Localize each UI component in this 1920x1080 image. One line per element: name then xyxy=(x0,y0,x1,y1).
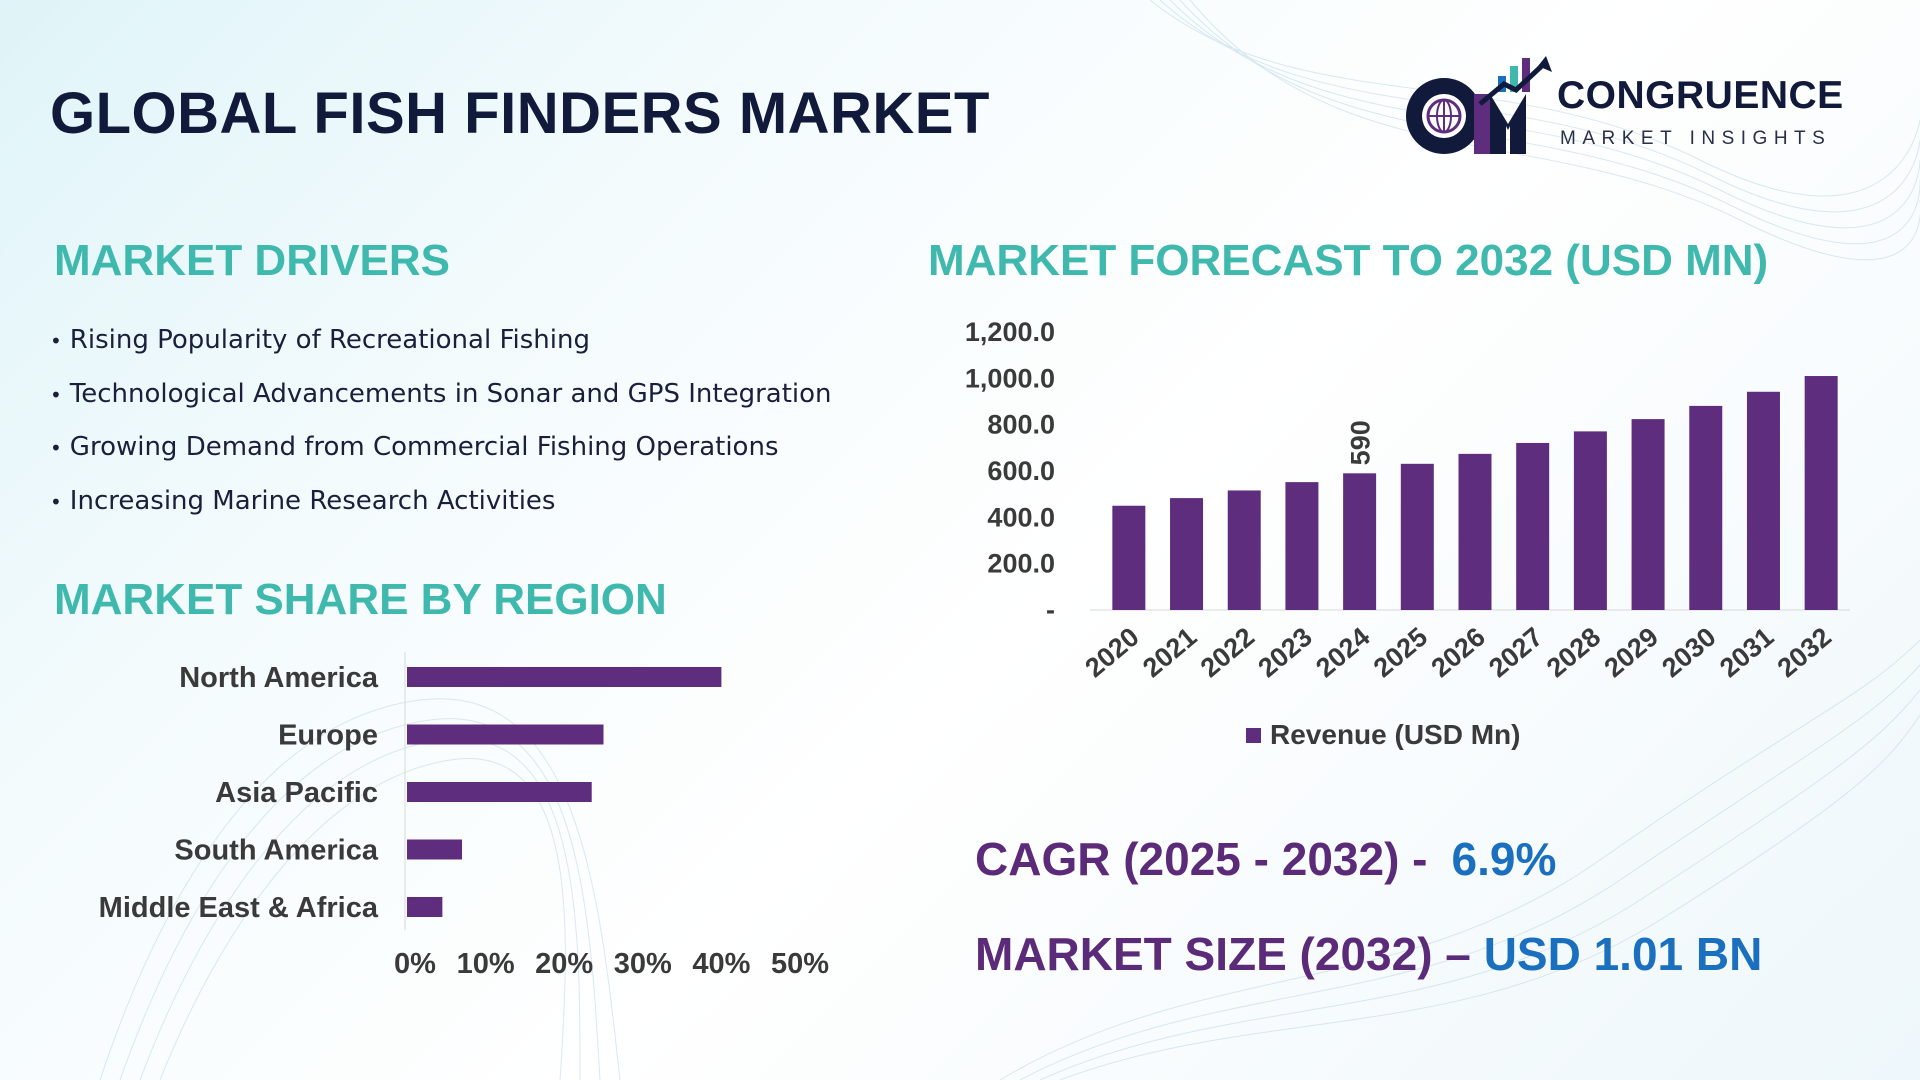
region-bar xyxy=(407,667,722,687)
region-bar xyxy=(407,839,463,860)
bar-2028 xyxy=(1573,431,1607,610)
x-tick-label: 2022 xyxy=(1195,622,1260,684)
x-tick-label: 2025 xyxy=(1368,622,1433,684)
region-label: Asia Pacific xyxy=(215,777,378,809)
region-bar xyxy=(407,724,604,745)
region-share-chart: North America Europe Asia Pacific South Ame… xyxy=(99,652,829,980)
y-tick-label: - xyxy=(1046,595,1055,625)
logo-subtitle: MARKET INSIGHTS xyxy=(1560,128,1832,149)
x-tick-label: 2023 xyxy=(1252,622,1317,684)
bar-2030 xyxy=(1689,405,1723,610)
region-label: South America xyxy=(174,835,378,867)
x-tick-label: 2026 xyxy=(1426,622,1491,684)
legend-swatch xyxy=(1246,728,1261,743)
logo-name: CONGRUENCE xyxy=(1557,74,1844,117)
x-tick-label: 40% xyxy=(692,948,750,980)
data-label: 590 xyxy=(1346,420,1376,465)
x-tick-label: 2031 xyxy=(1714,622,1779,684)
cagr-label: CAGR (2025 - 2032) - xyxy=(975,833,1428,885)
market-size-summary: MARKET SIZE (2032) – USD 1.01 BN xyxy=(975,927,1762,981)
x-tick-label: 0% xyxy=(394,948,436,980)
page-title: GLOBAL FISH FINDERS MARKET xyxy=(50,81,990,146)
logo-mark-icon xyxy=(1406,56,1552,154)
y-tick-label: 800.0 xyxy=(987,410,1055,440)
market-size-label: MARKET SIZE (2032) – xyxy=(975,928,1471,980)
bar-2025 xyxy=(1400,463,1434,610)
y-tick-label: 400.0 xyxy=(987,502,1055,532)
bar-2023 xyxy=(1285,482,1319,610)
x-tick-label: 2028 xyxy=(1541,622,1606,684)
y-tick-label: 600.0 xyxy=(987,456,1055,486)
drivers-list: Rising Popularity of Recreational Fishin… xyxy=(50,325,832,539)
market-size-value: USD 1.01 BN xyxy=(1483,928,1763,980)
forecast-bar-chart: -200.0400.0600.0800.01,000.01,200.020202… xyxy=(965,317,1850,750)
drivers-title: MARKET DRIVERS xyxy=(54,236,451,285)
driver-item: Rising Popularity of Recreational Fishin… xyxy=(50,325,832,379)
bar-2029 xyxy=(1631,419,1665,610)
forecast-title: MARKET FORECAST TO 2032 (USD MN) xyxy=(928,236,1769,285)
bar-2020 xyxy=(1112,505,1146,610)
cagr-summary: CAGR (2025 - 2032) - 6.9% xyxy=(975,832,1556,886)
bar-2031 xyxy=(1746,391,1780,610)
x-tick-label: 2027 xyxy=(1483,622,1548,684)
bar-2026 xyxy=(1458,453,1492,610)
y-tick-label: 1,200.0 xyxy=(965,317,1055,347)
x-tick-label: 2032 xyxy=(1772,622,1837,684)
x-tick-label: 2029 xyxy=(1599,622,1664,684)
y-tick-label: 200.0 xyxy=(987,549,1055,579)
company-logo: CONGRUENCE MARKET INSIGHTS xyxy=(1400,54,1880,164)
region-bar xyxy=(407,897,443,917)
bar-2022 xyxy=(1227,490,1261,610)
region-label: North America xyxy=(179,662,379,694)
bar-2032 xyxy=(1804,376,1838,610)
x-tick-label: 2020 xyxy=(1079,622,1144,684)
x-tick-label: 10% xyxy=(457,948,515,980)
bar-2024 xyxy=(1343,473,1377,610)
y-tick-label: 1,000.0 xyxy=(965,363,1055,393)
x-tick-label: 2030 xyxy=(1656,622,1721,684)
x-tick-label: 30% xyxy=(614,948,672,980)
x-tick-label: 2024 xyxy=(1310,622,1375,684)
region-label: Europe xyxy=(278,720,378,752)
region-bar xyxy=(407,782,592,802)
x-tick-label: 20% xyxy=(535,948,593,980)
x-tick-label: 50% xyxy=(771,948,829,980)
driver-item: Technological Advancements in Sonar and … xyxy=(50,379,832,433)
driver-item: Growing Demand from Commercial Fishing O… xyxy=(50,432,832,486)
x-tick-label: 2021 xyxy=(1137,622,1202,684)
bar-2027 xyxy=(1516,442,1550,610)
region-label: Middle East & Africa xyxy=(99,892,379,924)
driver-item: Increasing Marine Research Activities xyxy=(50,486,832,540)
legend-label: Revenue (USD Mn) xyxy=(1270,719,1520,750)
cagr-value: 6.9% xyxy=(1451,833,1557,885)
region-title: MARKET SHARE BY REGION xyxy=(54,575,667,624)
bar-2021 xyxy=(1170,498,1204,610)
